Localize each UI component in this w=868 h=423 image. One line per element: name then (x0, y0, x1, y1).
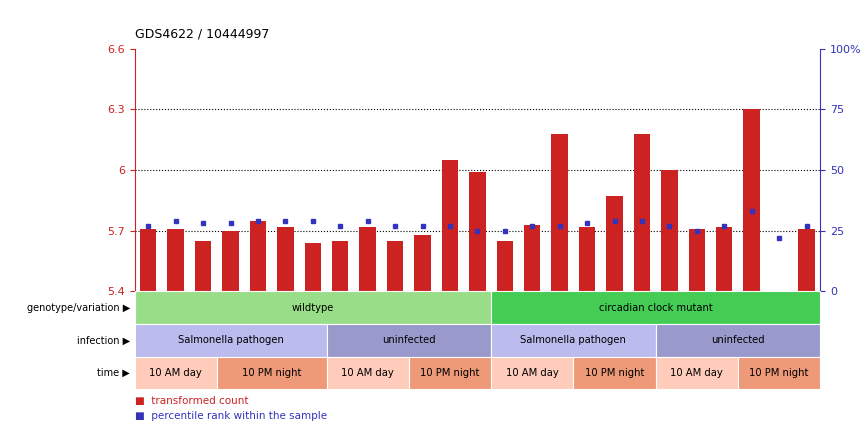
Bar (470, 172, 485, 291)
Text: 10 AM day: 10 AM day (670, 368, 723, 378)
Bar (387, 241, 404, 291)
Bar (222, 231, 239, 291)
Text: ■  transformed count: ■ transformed count (135, 396, 248, 406)
Bar (496, 241, 513, 291)
Bar (195, 241, 211, 291)
Bar (414, 235, 431, 291)
Text: Salmonella pathogen: Salmonella pathogen (521, 335, 627, 345)
Bar (168, 229, 184, 291)
Bar (634, 134, 650, 291)
Bar (744, 110, 760, 291)
Bar (442, 160, 458, 291)
Bar (607, 196, 622, 291)
Bar (716, 227, 733, 291)
Text: uninfected: uninfected (711, 335, 765, 345)
Text: genotype/variation ▶: genotype/variation ▶ (27, 303, 130, 313)
Bar (332, 241, 348, 291)
Bar (579, 227, 595, 291)
Bar (250, 221, 266, 291)
Text: 10 PM night: 10 PM night (585, 368, 644, 378)
Text: 10 PM night: 10 PM night (242, 368, 301, 378)
Bar (305, 243, 321, 291)
Bar (799, 229, 815, 291)
Bar (524, 225, 541, 291)
Text: circadian clock mutant: circadian clock mutant (599, 303, 713, 313)
Bar (688, 229, 705, 291)
Text: ■  percentile rank within the sample: ■ percentile rank within the sample (135, 411, 326, 421)
Text: time ▶: time ▶ (97, 368, 130, 378)
Text: uninfected: uninfected (382, 335, 436, 345)
Bar (277, 227, 293, 291)
Text: 10 AM day: 10 AM day (506, 368, 559, 378)
Text: infection ▶: infection ▶ (77, 335, 130, 345)
Text: 10 PM night: 10 PM night (749, 368, 809, 378)
Text: 10 AM day: 10 AM day (341, 368, 394, 378)
Bar (661, 170, 678, 291)
Text: 10 AM day: 10 AM day (149, 368, 202, 378)
Bar (551, 134, 568, 291)
Text: wildtype: wildtype (292, 303, 334, 313)
Text: GDS4622 / 10444997: GDS4622 / 10444997 (135, 27, 269, 40)
Bar (140, 229, 156, 291)
Text: 10 PM night: 10 PM night (420, 368, 480, 378)
Bar (359, 227, 376, 291)
Text: Salmonella pathogen: Salmonella pathogen (178, 335, 284, 345)
